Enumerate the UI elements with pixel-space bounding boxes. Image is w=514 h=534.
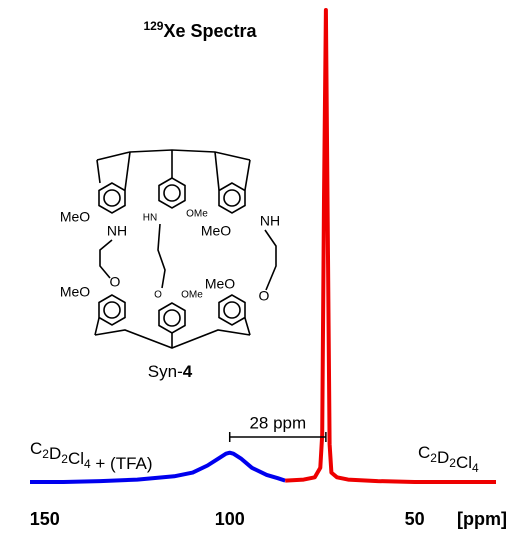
x-tick-label: 50 — [405, 509, 425, 529]
atom-label: NH — [107, 223, 127, 239]
benzene-ring — [218, 182, 246, 214]
atom-label: NH — [260, 213, 280, 229]
benzene-ring — [158, 177, 186, 209]
spectrum-line — [285, 8, 496, 484]
molecule: MeO NH HN OMe MeO NH MeO O O OMe MeO O S… — [60, 149, 280, 381]
atom-label: HN — [143, 213, 157, 224]
aromatic-circle — [103, 189, 121, 207]
benzene-ring — [98, 294, 126, 326]
aromatic-circle — [163, 184, 181, 202]
series-label: C2D2Cl4 + (TFA) — [30, 439, 153, 473]
bridge — [96, 159, 101, 184]
benzene-ring — [158, 302, 186, 334]
atom-label: MeO — [60, 209, 90, 225]
atom-label: MeO — [201, 223, 231, 239]
x-axis-label: [ppm] — [457, 509, 507, 529]
compound-label: Syn-4 — [148, 362, 193, 381]
aromatic-circle — [223, 189, 241, 207]
atom-label: MeO — [205, 276, 235, 292]
bridge — [96, 149, 251, 161]
x-tick-label: 100 — [215, 509, 245, 529]
aromatic-circle — [163, 309, 181, 327]
atom-label: O — [259, 288, 270, 304]
atom-label: OMe — [186, 209, 208, 220]
bridge — [244, 159, 251, 191]
series-label: C2D2Cl4 — [418, 443, 479, 475]
atom-label: OMe — [181, 290, 203, 301]
benzene-ring — [218, 294, 246, 326]
annotation: 28 ppm — [249, 413, 306, 432]
linker — [99, 239, 113, 279]
linker — [264, 229, 277, 291]
atom-label: O — [154, 290, 162, 301]
bridge — [94, 317, 100, 336]
chart-title: 129Xe Spectra — [143, 19, 257, 41]
bridge — [244, 317, 251, 336]
benzene-ring — [98, 182, 126, 214]
atom-label: MeO — [60, 284, 90, 300]
bridge — [214, 151, 220, 191]
spectrum-line — [30, 450, 286, 484]
x-tick-label: 150 — [30, 509, 60, 529]
aromatic-circle — [103, 301, 121, 319]
atom-label: O — [110, 274, 121, 290]
aromatic-circle — [223, 301, 241, 319]
bridge — [124, 151, 131, 191]
linker — [157, 223, 166, 289]
